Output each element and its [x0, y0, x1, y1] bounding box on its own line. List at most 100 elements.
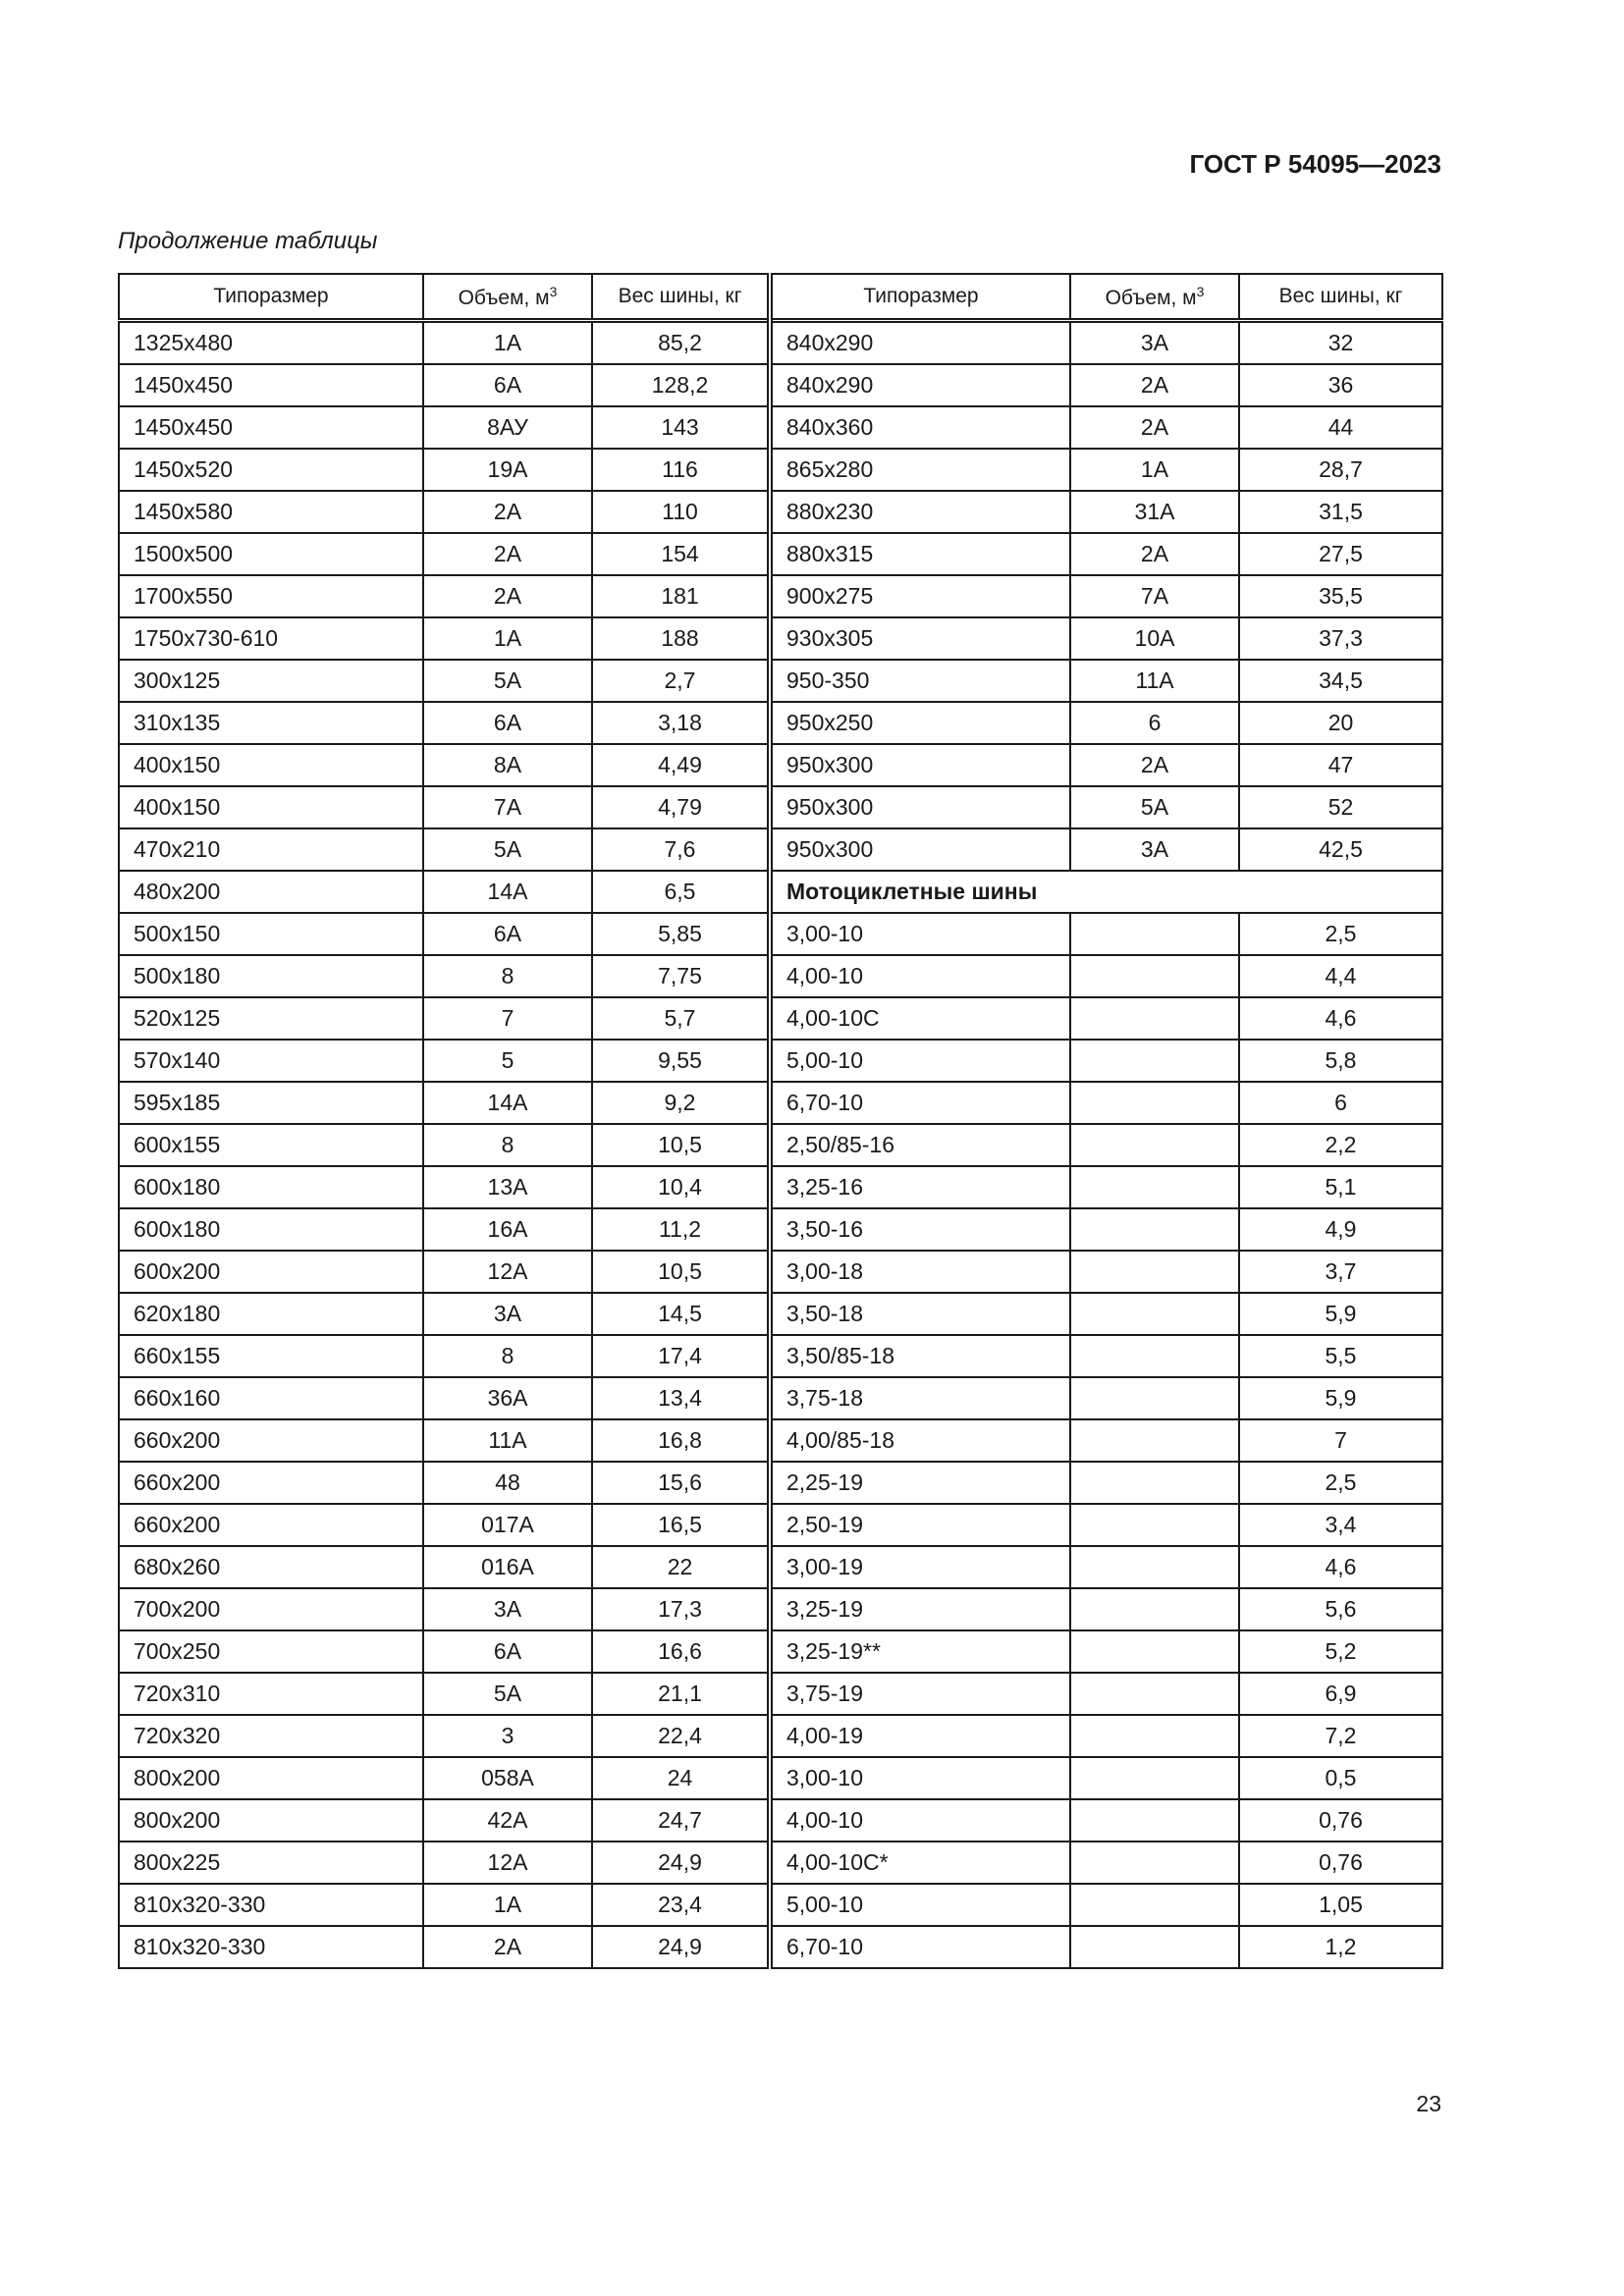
cell-size: 660x200	[118, 1418, 424, 1463]
cell-weight: 1,2	[1238, 1925, 1443, 1969]
cell-weight: 24,9	[591, 1841, 771, 1885]
cell-volume: 2А	[422, 490, 593, 534]
cell-volume: 14А	[422, 870, 593, 914]
cell-size: 3,75-18	[767, 1376, 1071, 1420]
cell-size: 400x150	[118, 785, 424, 829]
cell-weight: 5,1	[1238, 1165, 1443, 1209]
cell-weight: 42,5	[1238, 828, 1443, 872]
cell-weight: 17,3	[591, 1587, 771, 1631]
cell-volume: 3А	[422, 1292, 593, 1336]
cell-volume: 5	[422, 1039, 593, 1083]
cell-size: 620x180	[118, 1292, 424, 1336]
table-row: 1450x520 19А 116 865x280 1А 28,7	[118, 448, 1443, 492]
cell-weight: 181	[591, 574, 771, 618]
cell-weight: 5,2	[1238, 1629, 1443, 1674]
cell-weight: 0,5	[1238, 1756, 1443, 1800]
table-row: 1700x550 2А 181 900x275 7А 35,5	[118, 574, 1443, 618]
cell-volume: 5А	[1069, 785, 1240, 829]
cell-volume: 7	[422, 996, 593, 1041]
cell-size: 5,00-10	[767, 1039, 1071, 1083]
cell-volume: 8	[422, 1334, 593, 1378]
header-size: Типоразмер	[767, 273, 1071, 323]
cell-volume: 2А	[1069, 363, 1240, 407]
cell-size: 4,00-10	[767, 1798, 1071, 1842]
cell-volume: 1А	[1069, 448, 1240, 492]
cell-size: 595x185	[118, 1081, 424, 1125]
cell-size: 840x290	[767, 363, 1071, 407]
cell-size: 950x250	[767, 701, 1071, 745]
cell-size: 1700x550	[118, 574, 424, 618]
cell-weight: 4,9	[1238, 1207, 1443, 1252]
cell-weight: 47	[1238, 743, 1443, 787]
table-row: 810x320-330 2А 24,9 6,70-10 1,2	[118, 1925, 1443, 1969]
table-row: 660x200 11А 16,8 4,00/85-18 7	[118, 1418, 1443, 1463]
cell-volume	[1069, 1545, 1240, 1589]
cell-weight: 16,5	[591, 1503, 771, 1547]
table-row: 660x155 8 17,4 3,50/85-18 5,5	[118, 1334, 1443, 1378]
cell-weight: 3,4	[1238, 1503, 1443, 1547]
cell-weight: 21,1	[591, 1672, 771, 1716]
cell-size: 700x200	[118, 1587, 424, 1631]
cell-size: 3,75-19	[767, 1672, 1071, 1716]
cell-weight: 2,7	[591, 659, 771, 703]
cell-size: 800x200	[118, 1756, 424, 1800]
cell-weight: 22	[591, 1545, 771, 1589]
header-volume: Объем, м3	[1069, 273, 1240, 323]
cell-size: 950-350	[767, 659, 1071, 703]
table-row: 520x125 7 5,7 4,00-10С 4,6	[118, 996, 1443, 1041]
cell-size: 4,00/85-18	[767, 1418, 1071, 1463]
cell-size: 3,50/85-18	[767, 1334, 1071, 1378]
cell-size: 840x290	[767, 319, 1071, 365]
cell-volume	[1069, 912, 1240, 956]
cell-volume: 1А	[422, 319, 593, 365]
cell-volume: 8АУ	[422, 405, 593, 450]
cell-size: 6,70-10	[767, 1925, 1071, 1969]
cell-volume: 12А	[422, 1841, 593, 1885]
cell-weight: 5,8	[1238, 1039, 1443, 1083]
cell-volume	[1069, 1756, 1240, 1800]
cell-size: 3,00-19	[767, 1545, 1071, 1589]
cell-weight: 36	[1238, 363, 1443, 407]
table-row: 720x310 5А 21,1 3,75-19 6,9	[118, 1672, 1443, 1716]
table-row: 620x180 3А 14,5 3,50-18 5,9	[118, 1292, 1443, 1336]
cell-weight: 7	[1238, 1418, 1443, 1463]
table-row: 300x125 5А 2,7 950-350 11А 34,5	[118, 659, 1443, 703]
table-row: 400x150 7А 4,79 950x300 5А 52	[118, 785, 1443, 829]
table-row: 1450x450 6А 128,2 840x290 2А 36	[118, 363, 1443, 407]
table-row: 810x320-330 1А 23,4 5,00-10 1,05	[118, 1883, 1443, 1927]
cell-weight: 24	[591, 1756, 771, 1800]
cell-size: 4,00-10С*	[767, 1841, 1071, 1885]
header-size: Типоразмер	[118, 273, 424, 323]
cell-weight: 128,2	[591, 363, 771, 407]
header-weight: Вес шины, кг	[1238, 273, 1443, 323]
tire-table: Типоразмер Объем, м3 Вес шины, кг Типора…	[118, 273, 1443, 1969]
cell-size: 3,00-10	[767, 1756, 1071, 1800]
cell-weight: 9,2	[591, 1081, 771, 1125]
table-row: 400x150 8А 4,49 950x300 2А 47	[118, 743, 1443, 787]
cell-weight: 52	[1238, 785, 1443, 829]
cell-volume	[1069, 1039, 1240, 1083]
table-row: 1325x480 1А 85,2 840x290 3А 32	[118, 319, 1443, 365]
cell-weight: 23,4	[591, 1883, 771, 1927]
cell-size: 3,25-19**	[767, 1629, 1071, 1674]
cell-volume: 8	[422, 1123, 593, 1167]
cell-size: 3,00-18	[767, 1250, 1071, 1294]
cell-size: 720x320	[118, 1714, 424, 1758]
table-row: 660x200 48 15,6 2,25-19 2,5	[118, 1461, 1443, 1505]
cell-size: 1750x730-610	[118, 616, 424, 661]
cell-volume	[1069, 1925, 1240, 1969]
cell-volume	[1069, 1207, 1240, 1252]
cell-size: 840x360	[767, 405, 1071, 450]
table-row: 595x185 14А 9,2 6,70-10 6	[118, 1081, 1443, 1125]
cell-volume: 017А	[422, 1503, 593, 1547]
cell-volume: 3А	[1069, 828, 1240, 872]
table-row: 660x160 36А 13,4 3,75-18 5,9	[118, 1376, 1443, 1420]
cell-volume	[1069, 1081, 1240, 1125]
cell-volume: 2А	[1069, 405, 1240, 450]
cell-size: 930x305	[767, 616, 1071, 661]
cell-weight: 6	[1238, 1081, 1443, 1125]
cell-volume: 36А	[422, 1376, 593, 1420]
cell-weight: 44	[1238, 405, 1443, 450]
table-row: 720x320 3 22,4 4,00-19 7,2	[118, 1714, 1443, 1758]
cell-weight: 17,4	[591, 1334, 771, 1378]
